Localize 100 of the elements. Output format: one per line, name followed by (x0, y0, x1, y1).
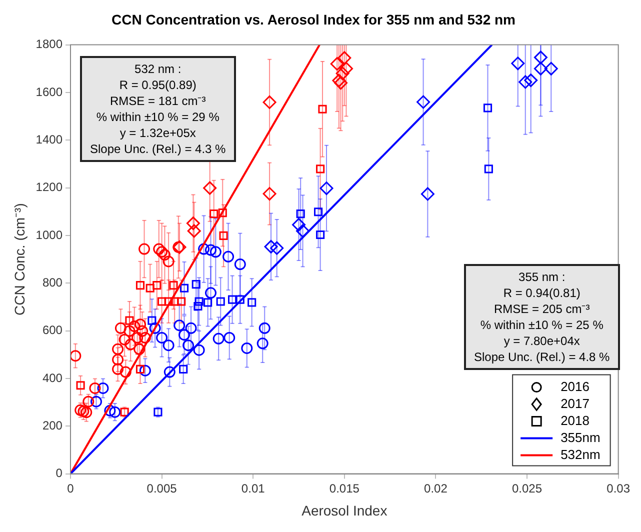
point (204, 244, 216, 256)
point (192, 280, 200, 289)
x-tick-label: 0.03 (606, 481, 630, 496)
point (152, 280, 162, 290)
point (139, 332, 151, 344)
point (534, 50, 548, 64)
point (194, 302, 202, 311)
point (203, 181, 217, 195)
point (177, 297, 186, 306)
annotation: 532 nm : R = 0.95(0.89) RMSE = 181 cm⁻³ % within ±10 % = 29 % y = 1.32e+05x Slope Unc. (Rel.) = 4.3 % (90, 61, 226, 157)
point (316, 164, 325, 174)
point (524, 74, 538, 88)
point (104, 404, 116, 416)
y-tick-label: 200 (42, 418, 63, 432)
legend-label: 2018 (560, 412, 590, 428)
point (112, 363, 124, 375)
point (416, 95, 430, 109)
point (262, 95, 276, 109)
point (124, 325, 136, 337)
y-tick-label: 1000 (36, 228, 63, 242)
point (216, 297, 225, 306)
annotation: 355 nm : R = 0.94(0.81) RMSE = 205 cm⁻³ % within ±10 % = 25 % y = 7.80e+04x Slope Unc. (Rel.) = 4.8 % (474, 269, 610, 365)
point (118, 334, 130, 346)
y-axis-title: CCN Conc. (cm⁻³) (11, 203, 28, 316)
point (186, 216, 200, 230)
point (210, 209, 218, 218)
x-axis-title: Aerosol Index (302, 502, 388, 518)
point (248, 298, 256, 307)
point (149, 322, 161, 334)
legend-label: 355nm (560, 430, 600, 445)
point (330, 57, 344, 71)
point (262, 187, 276, 201)
point (185, 322, 197, 334)
y-tick-label: 1800 (36, 37, 63, 52)
x-tick-label: 0.015 (329, 481, 360, 496)
point (120, 366, 132, 378)
point (187, 224, 201, 238)
x-tick-label: 0 (67, 481, 74, 496)
point (484, 164, 493, 174)
point (112, 354, 124, 366)
point (132, 332, 144, 344)
point (120, 408, 129, 416)
point (139, 364, 151, 376)
point (194, 297, 204, 306)
point (222, 250, 234, 262)
legend-label: 532nm (560, 446, 600, 462)
point (193, 344, 205, 356)
point (314, 208, 323, 216)
point (338, 51, 352, 65)
point (218, 208, 227, 218)
point (258, 322, 270, 334)
point (153, 243, 165, 255)
x-tick-label: 0.01 (241, 481, 266, 496)
point (162, 256, 174, 268)
point (219, 231, 228, 240)
point (204, 298, 212, 307)
point (114, 322, 126, 334)
point (270, 241, 284, 255)
point (236, 295, 244, 304)
y-tick-label: 0 (56, 466, 63, 480)
point (124, 338, 136, 350)
point (134, 343, 146, 355)
point (76, 381, 85, 390)
y-tick-label: 400 (42, 370, 63, 385)
y-tick-label: 600 (42, 323, 63, 338)
x-tick-label: 0.025 (512, 481, 542, 496)
point (82, 396, 94, 408)
point (256, 338, 268, 350)
point (164, 297, 173, 306)
point (296, 209, 305, 218)
point (534, 62, 548, 76)
x-tick-label: 0.005 (146, 481, 178, 496)
point (80, 406, 92, 418)
legend-label: 2016 (560, 378, 590, 394)
point (90, 396, 102, 408)
point (74, 404, 86, 416)
point (264, 240, 278, 254)
point (179, 364, 188, 374)
legend-label: 2017 (560, 396, 590, 411)
point (180, 284, 189, 292)
point (234, 258, 246, 270)
point (78, 406, 90, 418)
point (320, 182, 334, 196)
point (162, 340, 174, 352)
y-tick-label: 800 (42, 275, 63, 290)
point (89, 382, 101, 394)
x-tick-label: 0.02 (424, 481, 448, 496)
point (158, 249, 170, 261)
point (334, 76, 348, 90)
point (169, 280, 178, 290)
point (210, 246, 222, 258)
point (97, 382, 109, 394)
point (296, 224, 310, 238)
point (228, 295, 237, 304)
point (318, 104, 327, 114)
point (164, 366, 176, 378)
point (134, 318, 146, 330)
point (136, 364, 145, 374)
point (420, 187, 434, 201)
point (483, 104, 492, 112)
